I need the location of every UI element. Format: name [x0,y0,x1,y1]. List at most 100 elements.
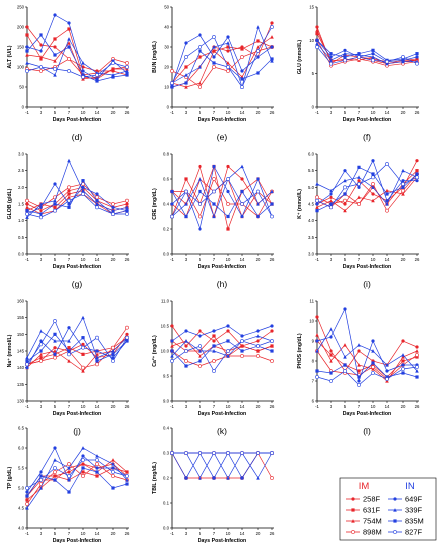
y-tick-label: 15 [309,5,314,10]
x-tick-label: 3 [185,257,188,262]
data-point [95,355,99,360]
x-tick-label: 5 [54,404,57,409]
data-point [184,55,188,59]
data-point [343,178,347,183]
series-line-in-4 [171,26,273,88]
series-line-in-2 [316,328,418,372]
data-point [67,466,71,470]
data-point [111,345,115,350]
data-point [25,494,29,498]
data-point [256,25,260,29]
data-point [226,177,230,181]
data-point [39,65,43,69]
data-point [401,55,405,59]
data-point [371,55,375,59]
x-tick-label: 20 [256,531,261,536]
data-point [343,51,347,56]
data-point [184,177,188,181]
y-tick-label: 5.5 [308,168,315,173]
data-point [270,451,274,455]
series-line-in-2 [172,452,273,479]
y-axis-label: CRE (mg/dL) [152,188,158,220]
x-tick-label: 26 [415,110,420,115]
data-point [39,205,43,209]
data-point [226,451,230,455]
data-point [315,32,319,36]
x-tick-label: 7 [68,404,71,409]
data-point [111,202,115,206]
data-point [343,55,347,59]
series-line-in-1 [171,34,273,86]
data-point [125,339,129,343]
x-tick-label: -1 [315,257,319,262]
data-point [240,476,244,480]
data-point [67,192,71,196]
series-line-in-3 [26,467,128,497]
data-point [25,198,29,203]
data-point [39,470,43,474]
data-point [95,466,99,470]
data-point [371,52,375,56]
series-line-im-3 [26,459,128,497]
x-tick-label: 3 [185,110,188,115]
data-point [125,209,129,213]
y-tick-label: 20 [164,65,169,70]
x-tick-label: 14 [385,257,390,262]
data-point [371,198,375,203]
panel-label: (g) [72,279,83,289]
data-point [226,69,230,73]
data-point [212,202,216,206]
data-point [371,185,375,189]
data-point [81,345,85,350]
series-line-im-1 [26,334,128,365]
data-point [95,205,99,210]
data-point [25,362,29,367]
data-point [184,329,188,333]
data-point [198,65,202,69]
data-point [111,61,115,65]
series-line-in-3 [316,362,418,378]
data-point [329,327,333,331]
legend-label-in: 827F [405,528,423,537]
data-point [39,209,43,213]
series-line-in-1 [171,165,273,231]
series-line-in-4 [26,62,128,78]
data-point [270,329,274,333]
x-tick-label: 26 [270,531,275,536]
x-tick-label: 20 [111,404,116,409]
data-point [39,329,43,333]
data-point [401,355,405,359]
data-point [111,470,115,474]
y-tick-label: 0.5 [18,235,25,240]
data-point [212,164,216,169]
data-point [371,365,375,369]
data-point [67,359,71,363]
data-point [329,205,333,210]
data-point [212,349,216,353]
data-point [385,192,389,196]
data-point [256,344,260,348]
data-point [385,199,389,203]
data-point [184,476,188,480]
data-point [184,359,188,363]
y-tick-label: 140 [17,365,25,370]
data-point [111,67,115,71]
data-point [39,478,43,482]
data-point [226,65,230,69]
data-point [111,462,115,466]
data-point [315,38,319,42]
x-tick-label: 14 [95,110,100,115]
data-point [212,55,216,59]
data-point [270,202,274,206]
data-point [95,79,99,83]
data-point [329,198,333,203]
y-axis-label: GLU (mmol/L) [297,40,303,75]
data-point [226,214,230,219]
data-point [357,179,361,183]
y-tick-label: 50 [164,5,169,10]
data-point [226,354,230,358]
data-point [53,205,57,209]
panel-label: (d) [72,132,83,142]
data-point [212,344,216,348]
